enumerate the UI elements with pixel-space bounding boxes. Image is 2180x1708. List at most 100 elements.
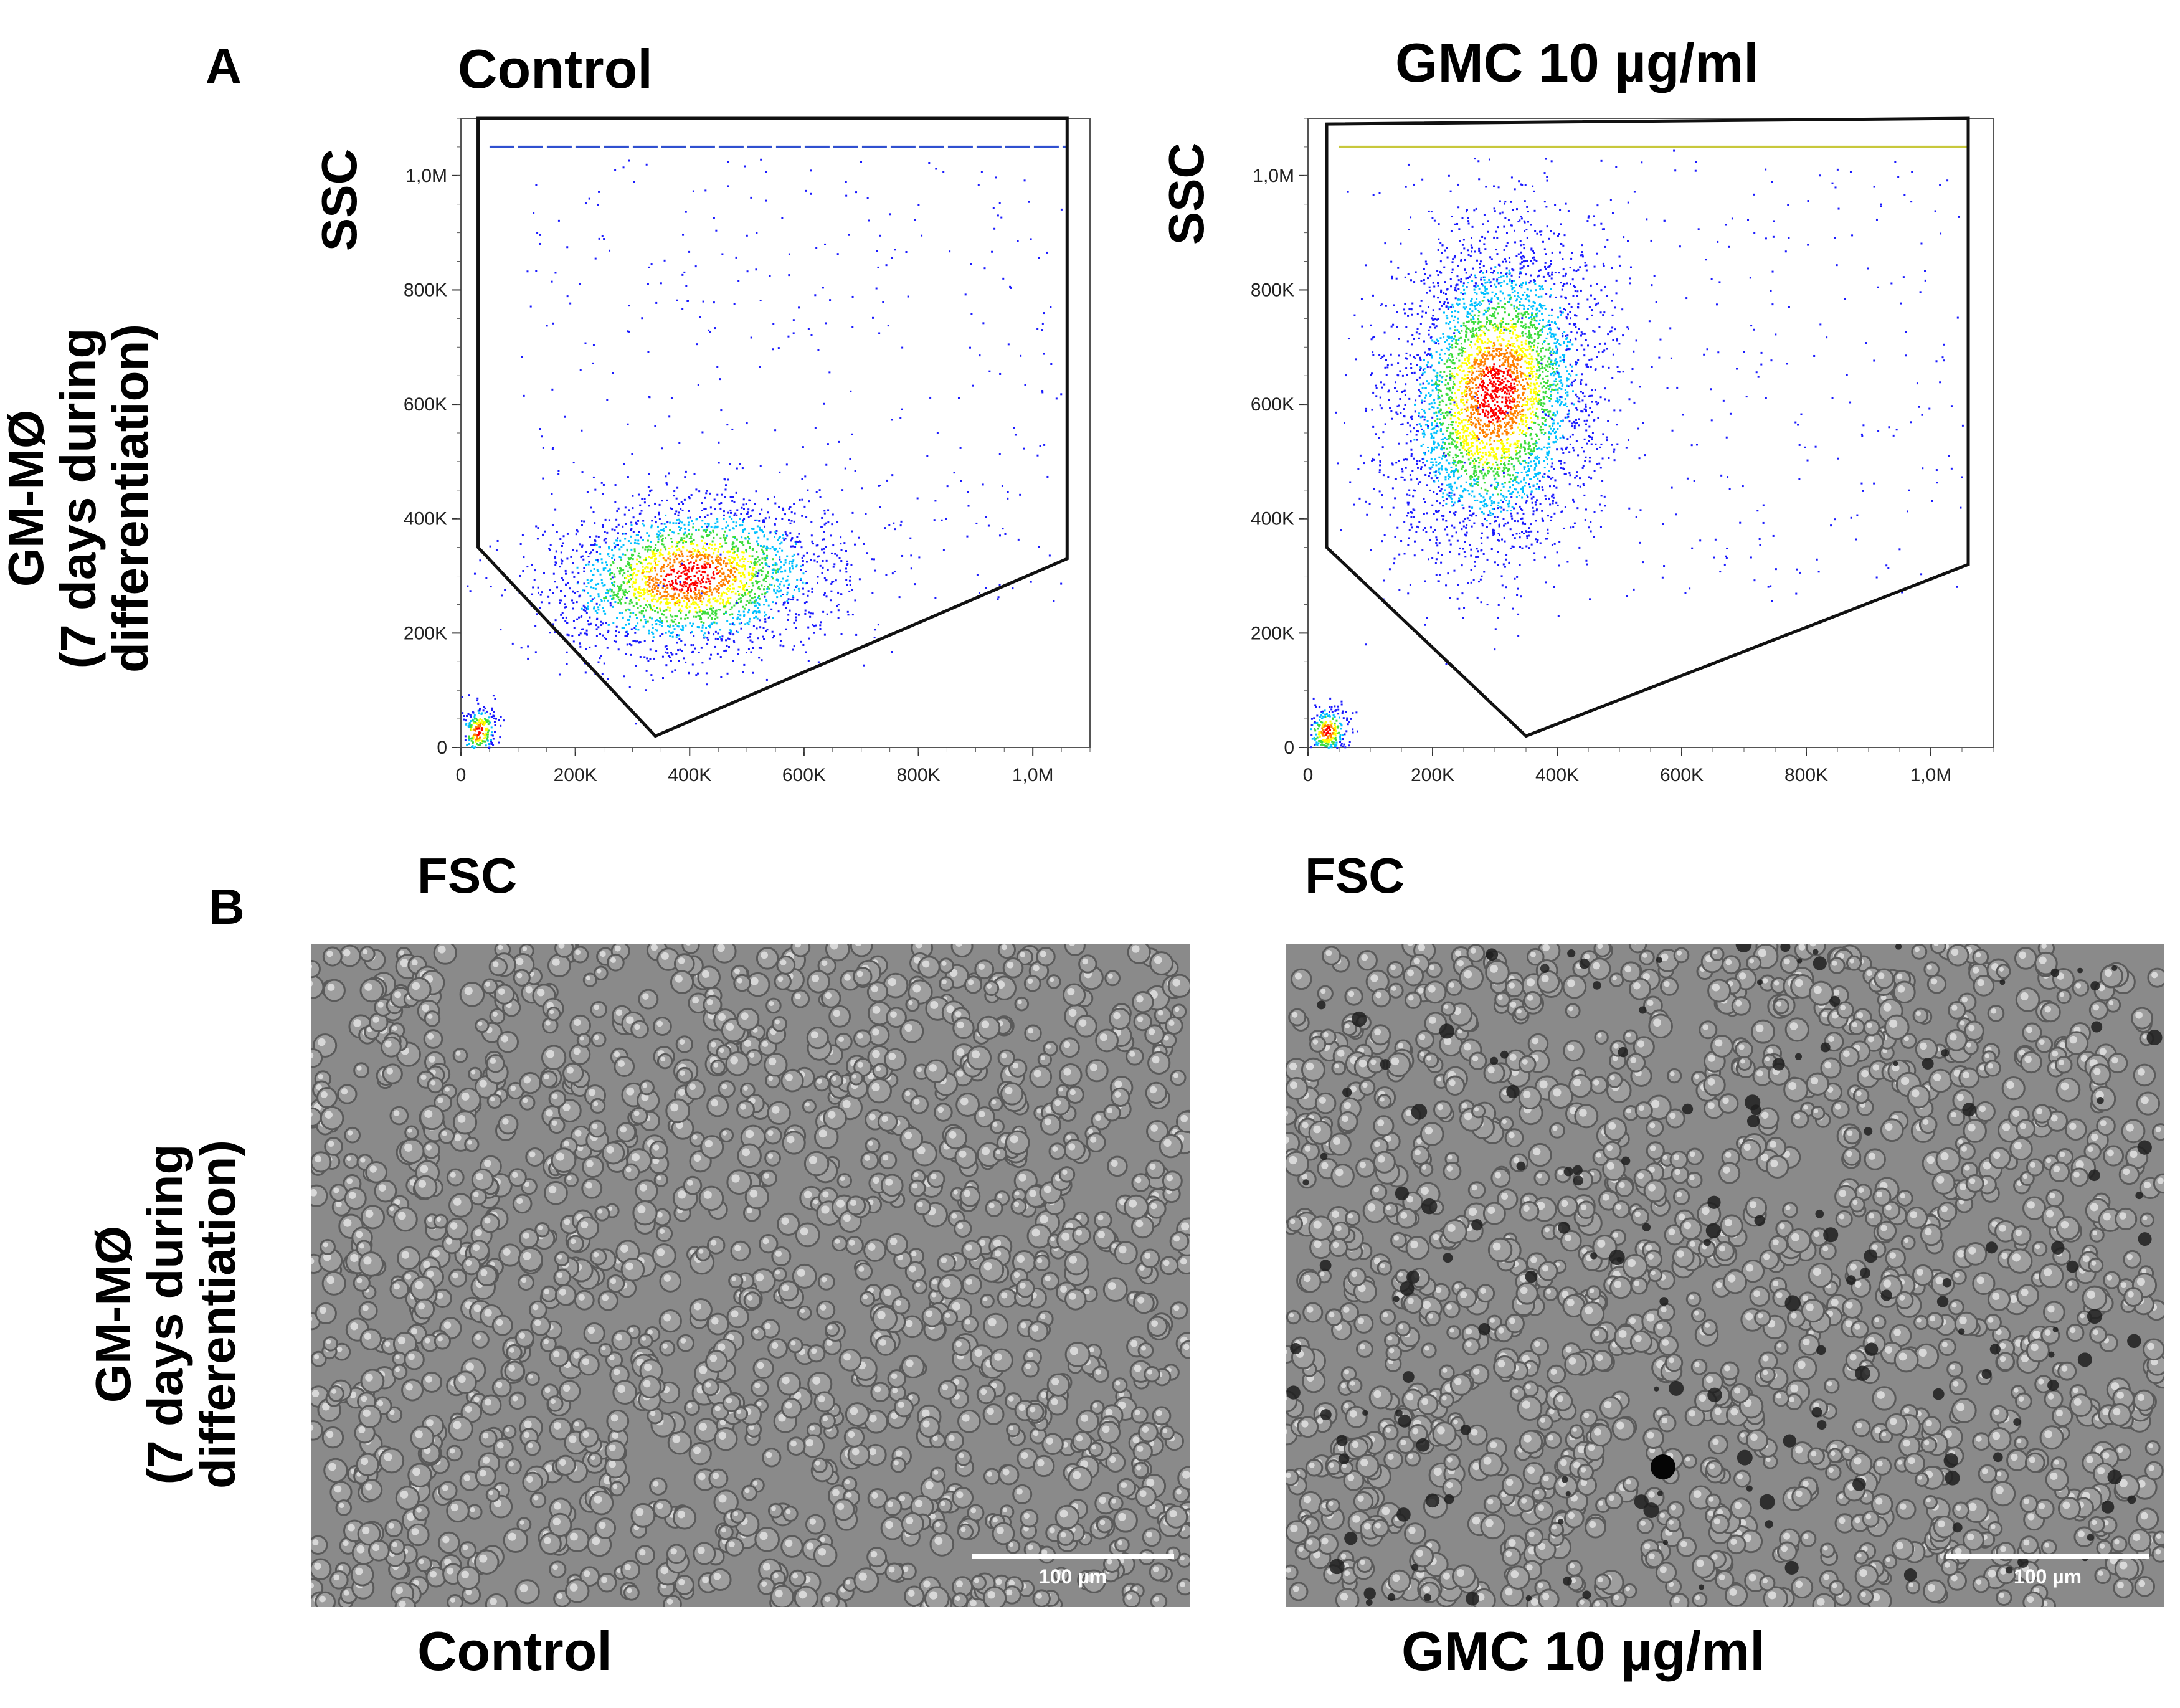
event-dot xyxy=(757,543,759,545)
event-dot xyxy=(690,632,692,634)
event-dot xyxy=(1433,406,1435,409)
event-dot xyxy=(677,649,680,652)
event-dot xyxy=(701,509,704,511)
event-dot xyxy=(1500,493,1502,496)
event-dot xyxy=(607,678,609,681)
event-dot xyxy=(709,506,712,509)
event-dot xyxy=(684,617,686,620)
event-dot xyxy=(817,349,820,351)
event-dot xyxy=(1529,384,1532,387)
event-dot xyxy=(1530,427,1532,429)
event-dot xyxy=(591,598,594,600)
event-dot xyxy=(1392,506,1395,509)
event-dot xyxy=(1568,341,1571,344)
event-dot xyxy=(637,534,640,536)
event-dot xyxy=(1503,468,1505,470)
event-dot xyxy=(1492,412,1494,414)
event-dot xyxy=(1454,431,1457,434)
event-dot xyxy=(696,604,699,606)
event-dot xyxy=(1469,255,1472,257)
event-dot xyxy=(737,571,740,574)
event-dot xyxy=(490,733,493,736)
event-dot xyxy=(731,428,734,430)
event-dot xyxy=(787,335,790,338)
event-dot xyxy=(1461,392,1464,394)
event-dot xyxy=(732,640,735,642)
event-dot xyxy=(680,561,682,563)
event-dot xyxy=(594,522,596,524)
event-dot xyxy=(1429,526,1432,529)
event-dot xyxy=(713,498,716,501)
event-dot xyxy=(752,671,754,674)
event-dot xyxy=(716,525,719,528)
event-dot xyxy=(635,574,638,577)
event-dot xyxy=(761,659,763,662)
event-dot xyxy=(1451,346,1454,349)
event-dot xyxy=(1585,559,1588,562)
event-dot xyxy=(934,597,937,599)
event-dot xyxy=(1543,467,1546,469)
event-dot xyxy=(1502,321,1504,323)
event-dot xyxy=(1519,429,1521,431)
event-dot xyxy=(823,577,826,579)
event-dot xyxy=(589,580,592,582)
event-dot xyxy=(1465,534,1467,537)
event-dot xyxy=(615,594,618,596)
event-dot xyxy=(1505,392,1508,395)
event-dot xyxy=(681,273,684,276)
event-dot xyxy=(1433,219,1436,222)
event-dot xyxy=(726,534,728,537)
event-dot xyxy=(742,556,744,558)
event-dot xyxy=(757,586,760,588)
event-dot xyxy=(1476,445,1479,448)
event-dot xyxy=(1482,272,1484,274)
event-dot xyxy=(732,552,734,554)
event-dot xyxy=(494,731,496,733)
event-dot xyxy=(640,612,643,615)
event-dot xyxy=(1530,490,1533,493)
event-dot xyxy=(1479,442,1481,445)
event-dot xyxy=(526,566,529,568)
event-dot xyxy=(1507,405,1509,407)
event-dot xyxy=(719,570,721,572)
event-dot xyxy=(759,626,762,629)
event-dot xyxy=(729,511,732,514)
event-dot xyxy=(1537,275,1539,278)
event-dot xyxy=(678,554,680,556)
event-dot xyxy=(929,396,932,399)
event-dot xyxy=(679,529,681,531)
event-dot xyxy=(731,570,733,572)
event-dot xyxy=(1463,374,1466,377)
event-dot xyxy=(718,592,720,594)
event-dot xyxy=(690,535,692,538)
event-dot xyxy=(643,589,646,591)
event-dot xyxy=(648,576,650,578)
event-dot xyxy=(1454,289,1456,292)
event-dot xyxy=(1430,354,1433,357)
event-dot xyxy=(1562,285,1565,287)
event-dot xyxy=(714,597,716,600)
event-dot xyxy=(605,622,607,624)
event-dot xyxy=(688,671,690,674)
event-dot xyxy=(1559,437,1562,439)
event-dot xyxy=(1566,334,1569,337)
event-dot xyxy=(617,590,620,592)
event-dot xyxy=(1461,396,1464,398)
event-dot xyxy=(701,431,704,434)
event-dot xyxy=(666,625,669,627)
event-dot xyxy=(1471,321,1474,323)
event-dot xyxy=(781,217,784,219)
event-dot xyxy=(1484,350,1486,353)
event-dot xyxy=(1515,306,1518,309)
event-dot xyxy=(602,526,604,528)
event-dot xyxy=(656,525,659,528)
event-dot xyxy=(1524,221,1526,224)
event-dot xyxy=(1514,346,1516,348)
event-dot xyxy=(596,612,599,614)
event-dot xyxy=(475,726,477,728)
event-dot xyxy=(675,510,678,513)
event-dot xyxy=(613,584,615,587)
event-dot xyxy=(975,522,978,524)
event-dot xyxy=(647,584,650,586)
event-dot xyxy=(805,570,807,572)
